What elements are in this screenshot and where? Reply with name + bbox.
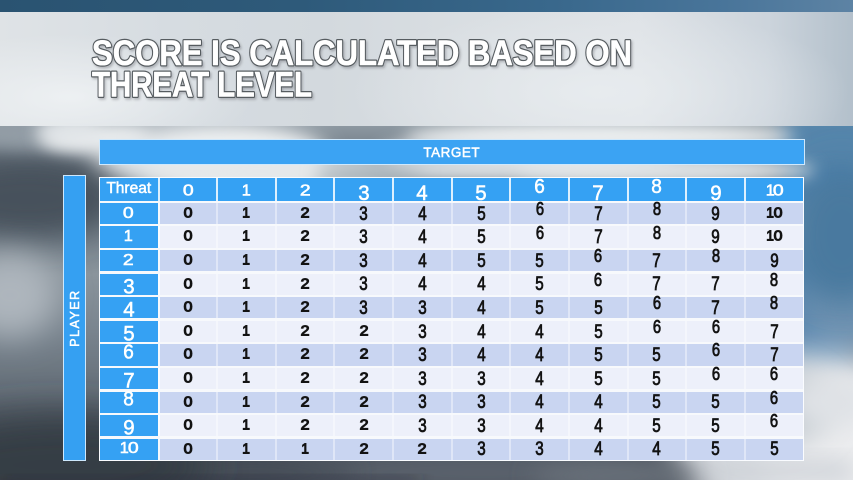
svg-text:THREAT LEVEL: THREAT LEVEL xyxy=(92,65,312,105)
svg-text:SCORE IS CALCULATED BASED ON: SCORE IS CALCULATED BASED ON xyxy=(92,33,632,73)
svg-text:THREAT LEVEL: THREAT LEVEL xyxy=(92,65,312,105)
svg-text:SCORE IS CALCULATED BASED ON: SCORE IS CALCULATED BASED ON xyxy=(92,33,632,73)
